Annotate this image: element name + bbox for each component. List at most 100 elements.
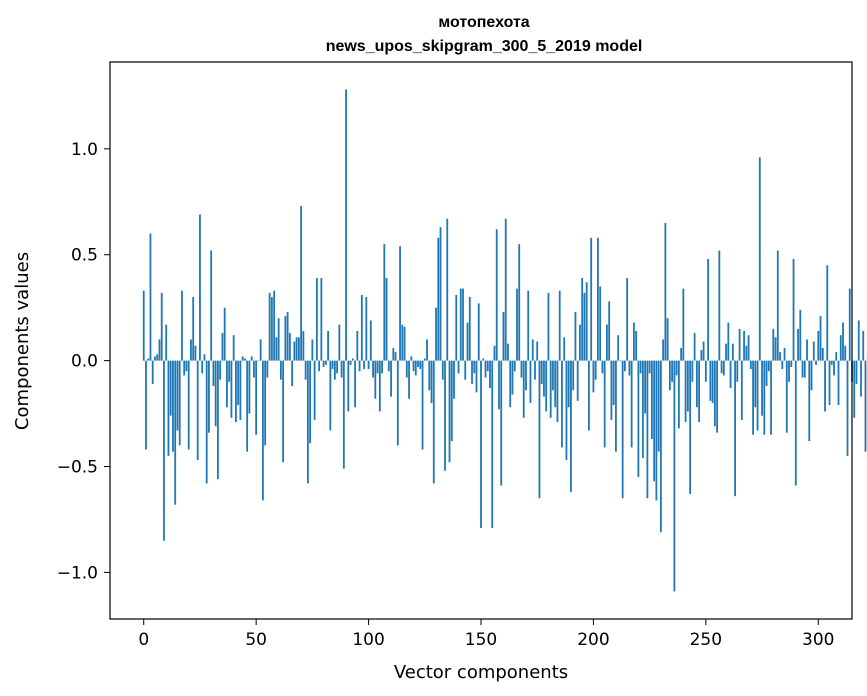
bar-309 — [837, 360, 840, 406]
y-tick-label: 0.5 — [71, 246, 98, 266]
bar-195 — [581, 278, 584, 361]
bar-98 — [363, 360, 365, 370]
bar-261 — [729, 360, 732, 389]
bar-253 — [711, 360, 714, 403]
bar-22 — [192, 297, 195, 361]
bar-244 — [691, 360, 694, 382]
bar-43 — [239, 360, 242, 420]
bar-247 — [698, 360, 700, 423]
bar-18 — [183, 360, 186, 376]
bar-30 — [210, 250, 213, 361]
bar-185 — [558, 290, 561, 361]
bar-210 — [615, 360, 617, 452]
bar-21 — [190, 339, 192, 361]
bar-41 — [235, 360, 237, 423]
bar-70 — [300, 206, 303, 361]
bar-284 — [781, 360, 784, 370]
bar-220 — [637, 360, 640, 478]
bar-81 — [324, 360, 327, 365]
bar-16 — [178, 360, 181, 446]
bar-27 — [203, 354, 206, 361]
bar-114 — [399, 246, 401, 361]
bar-134 — [444, 360, 446, 471]
bar-219 — [635, 330, 638, 361]
bar-119 — [410, 356, 413, 361]
bar-193 — [576, 360, 579, 401]
bar-139 — [455, 294, 458, 361]
bar-52 — [259, 339, 262, 361]
bar-297 — [810, 360, 813, 391]
bar-4 — [151, 360, 154, 384]
bar-245 — [693, 333, 696, 361]
x-tick-label: 0 — [138, 630, 149, 650]
bar-166 — [516, 288, 518, 361]
bar-66 — [291, 360, 294, 387]
bar-178 — [543, 360, 545, 397]
bar-143 — [464, 360, 467, 380]
bar-62 — [282, 360, 285, 463]
bar-186 — [561, 360, 563, 448]
bar-208 — [610, 360, 613, 420]
bar-293 — [801, 360, 804, 378]
bar-146 — [471, 360, 473, 384]
bar-237 — [675, 360, 678, 376]
bar-121 — [414, 360, 417, 376]
y-tick-label: 0.0 — [71, 352, 98, 372]
bar-271 — [752, 360, 754, 435]
bar-279 — [770, 360, 772, 435]
bar-204 — [601, 360, 604, 374]
bar-60 — [277, 318, 280, 361]
bar-26 — [201, 360, 204, 374]
bar-319 — [860, 360, 862, 397]
bar-302 — [821, 347, 824, 361]
bar-263 — [734, 360, 736, 497]
bar-7 — [158, 339, 161, 361]
bar-1 — [145, 360, 147, 450]
bar-304 — [826, 265, 829, 361]
bar-207 — [608, 301, 611, 361]
bar-248 — [700, 350, 703, 361]
bar-200 — [592, 360, 595, 393]
x-tick-label: 150 — [465, 630, 497, 650]
bar-160 — [502, 311, 505, 361]
bar-125 — [423, 358, 426, 361]
bar-130 — [435, 307, 437, 361]
bar-87 — [338, 324, 341, 361]
bar-76 — [313, 360, 316, 420]
bar-232 — [664, 222, 667, 361]
bar-162 — [507, 343, 509, 361]
bar-74 — [309, 360, 312, 444]
bar-86 — [336, 360, 338, 374]
bar-78 — [318, 360, 321, 372]
bar-192 — [574, 311, 577, 361]
bar-51 — [257, 360, 260, 362]
bar-156 — [493, 345, 496, 361]
bar-254 — [713, 360, 716, 427]
bar-12 — [169, 360, 172, 416]
bar-120 — [412, 360, 415, 372]
bar-117 — [405, 360, 408, 378]
bar-288 — [790, 360, 793, 367]
bar-90 — [345, 89, 347, 361]
bar-259 — [725, 343, 727, 361]
bar-64 — [286, 311, 289, 361]
bar-77 — [315, 278, 318, 361]
bar-256 — [718, 250, 721, 361]
bar-122 — [417, 360, 419, 367]
chart-subtitle: news_upos_skipgram_300_5_2019 model — [326, 38, 643, 55]
bar-299 — [815, 360, 817, 365]
bar-196 — [583, 292, 586, 361]
bar-92 — [349, 360, 352, 365]
bar-53 — [262, 360, 264, 501]
bar-106 — [381, 360, 383, 374]
bar-157 — [495, 229, 498, 361]
x-axis-label: Vector components — [394, 662, 568, 683]
bar-147 — [473, 360, 476, 374]
bar-168 — [520, 360, 523, 378]
bar-33 — [217, 360, 219, 480]
bar-265 — [738, 328, 741, 361]
bar-318 — [857, 320, 860, 361]
bar-155 — [491, 360, 494, 528]
x-tick-label: 50 — [245, 630, 267, 650]
